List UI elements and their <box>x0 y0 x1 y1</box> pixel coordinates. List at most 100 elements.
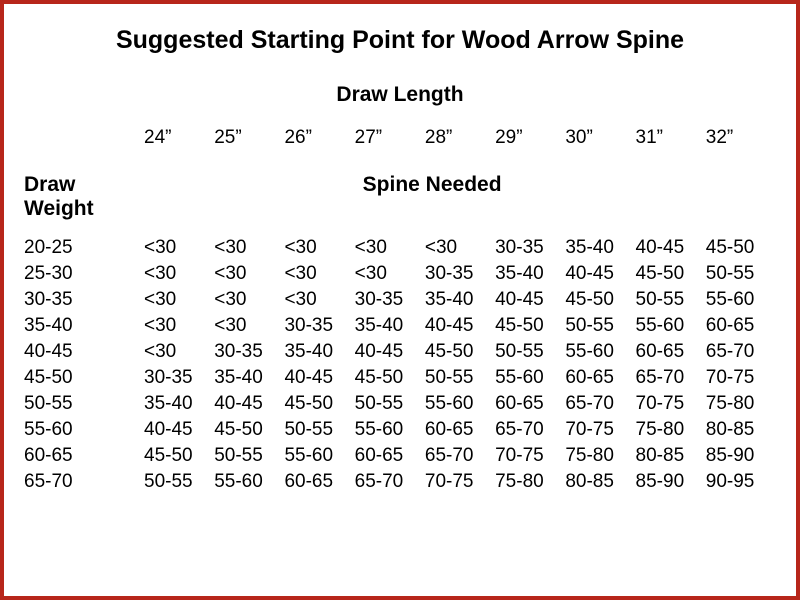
table-cell: <30 <box>355 261 425 287</box>
table-cell: 40-45 <box>495 287 565 313</box>
table-cell: 85-90 <box>636 469 706 495</box>
table-cell: 45-50 <box>425 339 495 365</box>
table-cell: 45-50 <box>706 235 776 261</box>
row-label: 50-55 <box>24 391 144 417</box>
column-header-row: 24” 25” 26” 27” 28” 29” 30” 31” 32” <box>24 125 776 171</box>
col-header: 25” <box>214 125 284 171</box>
table-cell: 65-70 <box>355 469 425 495</box>
col-header: 32” <box>706 125 776 171</box>
table-cell: 45-50 <box>214 417 284 443</box>
table-cell: 40-45 <box>284 365 354 391</box>
table-cell: 55-60 <box>284 443 354 469</box>
table-cell: 85-90 <box>706 443 776 469</box>
table-cell: 40-45 <box>425 313 495 339</box>
col-header: 27” <box>355 125 425 171</box>
table-cell: 80-85 <box>636 443 706 469</box>
table-cell: <30 <box>284 287 354 313</box>
col-header: 24” <box>144 125 214 171</box>
table-cell: 45-50 <box>355 365 425 391</box>
row-label: 55-60 <box>24 417 144 443</box>
table-cell: 40-45 <box>565 261 635 287</box>
table-cell: 30-35 <box>495 235 565 261</box>
table-cell: <30 <box>214 313 284 339</box>
table-cell: 50-55 <box>706 261 776 287</box>
table-cell: 35-40 <box>425 287 495 313</box>
left-axis-line2: Weight <box>24 197 94 220</box>
table-cell: <30 <box>425 235 495 261</box>
table-cell: 40-45 <box>214 391 284 417</box>
table-cell: 65-70 <box>636 365 706 391</box>
table-cell: <30 <box>144 339 214 365</box>
table-cell: <30 <box>284 235 354 261</box>
table-cell: 45-50 <box>636 261 706 287</box>
mid-axis-label: Spine Needed <box>355 171 636 223</box>
table-cell: 50-55 <box>355 391 425 417</box>
table-cell: 65-70 <box>706 339 776 365</box>
table-cell: 65-70 <box>565 391 635 417</box>
table-cell: 55-60 <box>636 313 706 339</box>
table-cell: 60-65 <box>425 417 495 443</box>
left-axis-label: Draw Weight <box>24 171 144 223</box>
table-cell: 30-35 <box>425 261 495 287</box>
axis-labels-row: Draw Weight Spine Needed <box>24 171 776 223</box>
table-cell: 30-35 <box>355 287 425 313</box>
col-header: 26” <box>284 125 354 171</box>
chart-title: Suggested Starting Point for Wood Arrow … <box>24 26 776 55</box>
table-cell: 70-75 <box>636 391 706 417</box>
table-cell: 70-75 <box>425 469 495 495</box>
table-cell: 30-35 <box>144 365 214 391</box>
table-cell: <30 <box>355 235 425 261</box>
table-cell: 55-60 <box>495 365 565 391</box>
table-cell: 55-60 <box>355 417 425 443</box>
table-cell: 90-95 <box>706 469 776 495</box>
table-cell: 80-85 <box>706 417 776 443</box>
table-cell: 50-55 <box>214 443 284 469</box>
table-cell: 75-80 <box>636 417 706 443</box>
table-cell: 75-80 <box>495 469 565 495</box>
table-cell: 40-45 <box>144 417 214 443</box>
table-cell: 50-55 <box>284 417 354 443</box>
table-cell: 35-40 <box>495 261 565 287</box>
table-cell: 50-55 <box>636 287 706 313</box>
table-cell: <30 <box>284 261 354 287</box>
table-cell: 60-65 <box>284 469 354 495</box>
row-label: 35-40 <box>24 313 144 339</box>
table-cell: 55-60 <box>214 469 284 495</box>
col-header: 29” <box>495 125 565 171</box>
table-cell: 45-50 <box>495 313 565 339</box>
row-label: 40-45 <box>24 339 144 365</box>
table-cell: 30-35 <box>284 313 354 339</box>
table-cell: 65-70 <box>495 417 565 443</box>
table-cell: <30 <box>214 287 284 313</box>
table-cell: 75-80 <box>565 443 635 469</box>
row-label: 60-65 <box>24 443 144 469</box>
table-cell: 50-55 <box>565 313 635 339</box>
table-cell: 50-55 <box>144 469 214 495</box>
table-cell: <30 <box>214 261 284 287</box>
row-label: 65-70 <box>24 469 144 495</box>
col-header: 28” <box>425 125 495 171</box>
table-cell: 50-55 <box>425 365 495 391</box>
row-label: 25-30 <box>24 261 144 287</box>
table-cell: <30 <box>144 235 214 261</box>
table-cell: 55-60 <box>425 391 495 417</box>
chart-frame: Suggested Starting Point for Wood Arrow … <box>0 0 800 600</box>
table-cell: 55-60 <box>565 339 635 365</box>
table-cell: 45-50 <box>144 443 214 469</box>
table-cell: 35-40 <box>355 313 425 339</box>
header-spacer <box>24 125 144 171</box>
table-cell: 45-50 <box>284 391 354 417</box>
table-cell: <30 <box>144 261 214 287</box>
table-cell: 35-40 <box>565 235 635 261</box>
table-cell: 65-70 <box>425 443 495 469</box>
table-cell: 60-65 <box>706 313 776 339</box>
table-cell: <30 <box>144 287 214 313</box>
top-axis-label: Draw Length <box>24 83 776 107</box>
table-cell: 70-75 <box>565 417 635 443</box>
table-cell: 35-40 <box>284 339 354 365</box>
table-cell: 30-35 <box>214 339 284 365</box>
table-cell: 70-75 <box>495 443 565 469</box>
table-cell: 35-40 <box>214 365 284 391</box>
table-cell: 60-65 <box>355 443 425 469</box>
table-cell: 40-45 <box>636 235 706 261</box>
